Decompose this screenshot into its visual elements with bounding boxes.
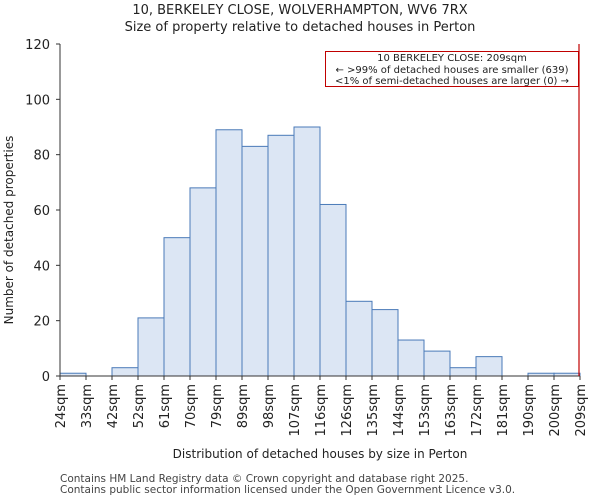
chart-title: 10, BERKELEY CLOSE, WOLVERHAMPTON, WV6 7… — [132, 3, 468, 18]
y-tick-label: 0 — [42, 370, 50, 385]
y-tick-label: 20 — [33, 315, 50, 330]
x-tick-label: 135sqm — [366, 384, 381, 437]
x-tick-label: 116sqm — [314, 384, 329, 437]
x-tick-label: 200sqm — [548, 384, 563, 437]
y-axis-label: Number of detached properties — [2, 136, 16, 325]
histogram-bar — [137, 317, 165, 377]
annotation-line-2: ← >99% of detached houses are smaller (6… — [335, 64, 569, 76]
histogram-bar — [371, 309, 399, 377]
x-tick-label: 209sqm — [574, 384, 589, 437]
histogram-bar — [293, 126, 321, 377]
x-tick-label: 70sqm — [184, 384, 199, 428]
annotation-box: 10 BERKELEY CLOSE: 209sqm ← >99% of deta… — [325, 51, 579, 87]
x-tick-label: 126sqm — [340, 384, 355, 437]
histogram-bar — [345, 300, 373, 377]
annotation-line-1: 10 BERKELEY CLOSE: 209sqm — [377, 53, 527, 64]
x-axis-label: Distribution of detached houses by size … — [173, 447, 468, 461]
y-tick-label: 40 — [33, 259, 50, 274]
histogram-bar — [475, 356, 503, 377]
x-tick-label: 33sqm — [80, 384, 95, 428]
histogram-bar — [319, 203, 347, 377]
annotation-line-3: <1% of semi-detached houses are larger (… — [334, 76, 570, 87]
x-tick-label: 144sqm — [392, 384, 407, 437]
x-tick-label: 89sqm — [236, 384, 251, 428]
x-tick-label: 42sqm — [106, 384, 121, 428]
y-tick-label: 100 — [25, 93, 50, 108]
x-tick-label: 172sqm — [470, 384, 485, 437]
histogram-bar — [163, 237, 191, 377]
histogram-bar — [189, 187, 217, 377]
histogram-bar — [449, 367, 477, 377]
x-tick-label: 190sqm — [522, 384, 537, 437]
footer-licence: Contains public sector information licen… — [60, 484, 516, 496]
chart-subtitle: Size of property relative to detached ho… — [124, 20, 476, 35]
x-tick-label: 181sqm — [496, 384, 511, 437]
footer-copyright: Contains HM Land Registry data © Crown c… — [60, 473, 469, 485]
histogram-bar — [241, 145, 269, 377]
x-tick-label: 61sqm — [158, 384, 173, 428]
x-tick-label: 24sqm — [54, 384, 69, 428]
x-tick-label: 98sqm — [262, 384, 277, 428]
y-tick-label: 80 — [33, 149, 50, 164]
histogram-bar — [397, 339, 425, 377]
x-tick-label: 163sqm — [444, 384, 459, 437]
histogram-bar — [111, 367, 139, 377]
y-tick-label: 120 — [25, 38, 50, 53]
x-tick-label: 107sqm — [288, 384, 303, 437]
x-tick-label: 153sqm — [418, 384, 433, 437]
histogram-bar — [267, 134, 295, 377]
x-tick-label: 52sqm — [132, 384, 147, 428]
y-tick-label: 60 — [33, 204, 50, 219]
x-tick-label: 79sqm — [210, 384, 225, 428]
histogram-bar — [215, 129, 243, 377]
histogram-bar — [423, 350, 451, 377]
